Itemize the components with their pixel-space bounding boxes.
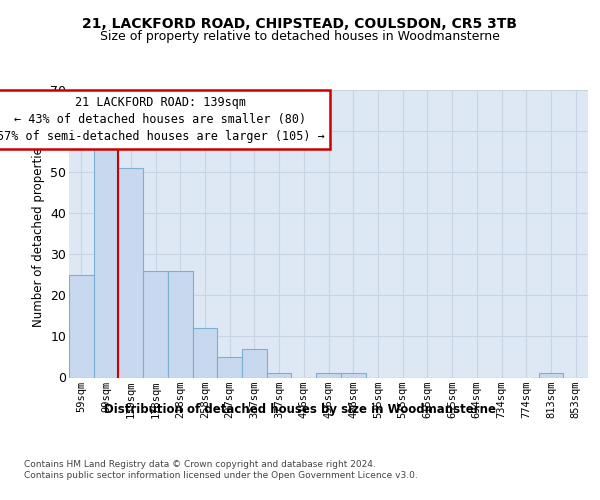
Bar <box>69 275 94 378</box>
Bar <box>316 374 341 378</box>
Bar <box>118 168 143 378</box>
Text: Distribution of detached houses by size in Woodmansterne: Distribution of detached houses by size … <box>104 402 496 415</box>
Text: Size of property relative to detached houses in Woodmansterne: Size of property relative to detached ho… <box>100 30 500 43</box>
Text: 21 LACKFORD ROAD: 139sqm
← 43% of detached houses are smaller (80)
57% of semi-d: 21 LACKFORD ROAD: 139sqm ← 43% of detach… <box>0 96 325 143</box>
Bar <box>193 328 217 378</box>
Text: Contains public sector information licensed under the Open Government Licence v3: Contains public sector information licen… <box>24 471 418 480</box>
Text: Contains HM Land Registry data © Crown copyright and database right 2024.: Contains HM Land Registry data © Crown c… <box>24 460 376 469</box>
Bar <box>168 270 193 378</box>
Y-axis label: Number of detached properties: Number of detached properties <box>32 141 44 327</box>
Bar <box>94 144 118 378</box>
Bar <box>539 374 563 378</box>
Bar <box>267 374 292 378</box>
Bar <box>341 374 365 378</box>
Text: 21, LACKFORD ROAD, CHIPSTEAD, COULSDON, CR5 3TB: 21, LACKFORD ROAD, CHIPSTEAD, COULSDON, … <box>83 18 517 32</box>
Bar <box>242 349 267 378</box>
Bar <box>217 357 242 378</box>
Bar <box>143 270 168 378</box>
